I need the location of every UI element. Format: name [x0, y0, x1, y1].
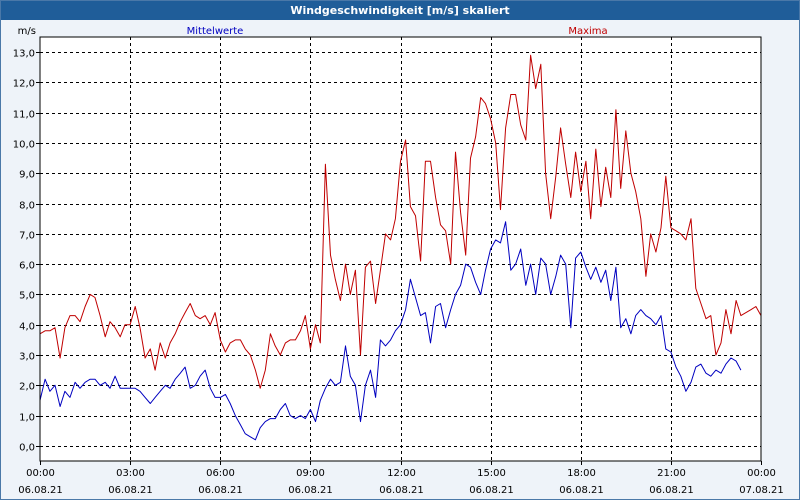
legend-mittelwerte: Mittelwerte: [187, 26, 244, 37]
y-tick-label: 2,0: [19, 382, 35, 393]
y-axis: 0,0 1,0 2,0 3,0 4,0 5,0 6,0 7,0 8,0 9,0 10,0 11,0 12…: [13, 49, 40, 454]
y-tick-label: 3,0: [19, 352, 35, 363]
chart-title: Windgeschwindigkeit [m/s] skaliert: [1, 1, 799, 20]
plot-frame: [39, 36, 762, 462]
x-tick-time: 00:00: [747, 468, 776, 479]
y-tick-label: 13,0: [13, 49, 35, 60]
x-tick-time: 09:00: [296, 468, 325, 479]
x-tick-time: 21:00: [657, 468, 686, 479]
x-tick-date: 06.08.21: [288, 485, 333, 496]
grid-lines: [40, 37, 761, 461]
y-tick-label: 7,0: [19, 231, 35, 242]
x-tick-time: 06:00: [206, 468, 235, 479]
y-tick-label: 12,0: [13, 79, 35, 90]
y-tick-label: 11,0: [13, 110, 35, 121]
y-tick-label: 10,0: [13, 140, 35, 151]
y-tick-label: 5,0: [19, 291, 35, 302]
legend-maxima: Maxima: [568, 26, 607, 37]
maxima-line: [39, 54, 762, 389]
y-tick-label: 1,0: [19, 413, 35, 424]
x-tick-date: 06.08.21: [469, 485, 514, 496]
series-group: [39, 54, 762, 441]
y-tick-label: 8,0: [19, 201, 35, 212]
x-tick-time: 12:00: [387, 468, 416, 479]
x-tick-date: 06.08.21: [108, 485, 153, 496]
x-tick-date: 06.08.21: [379, 485, 424, 496]
x-tick-date: 06.08.21: [18, 485, 63, 496]
y-axis-label: m/s: [18, 26, 36, 37]
x-tick-time: 00:00: [26, 468, 55, 479]
y-tick-label: 4,0: [19, 322, 35, 333]
x-tick-time: 18:00: [567, 468, 596, 479]
mittelwerte-line: [39, 221, 742, 441]
x-tick-time: 15:00: [477, 468, 506, 479]
y-tick-label: 9,0: [19, 170, 35, 181]
x-tick-time: 03:00: [116, 468, 145, 479]
x-tick-date: 06.08.21: [559, 485, 604, 496]
y-tick-label: 0,0: [19, 443, 35, 454]
plot-background: [40, 37, 761, 461]
y-tick-label: 6,0: [19, 261, 35, 272]
x-tick-date: 07.08.21: [739, 485, 784, 496]
x-axis: 00:00 06.08.21 03:00 06.08.21 06:00 06.08.21 0…: [18, 461, 784, 496]
x-tick-date: 06.08.21: [198, 485, 243, 496]
x-tick-date: 06.08.21: [649, 485, 694, 496]
